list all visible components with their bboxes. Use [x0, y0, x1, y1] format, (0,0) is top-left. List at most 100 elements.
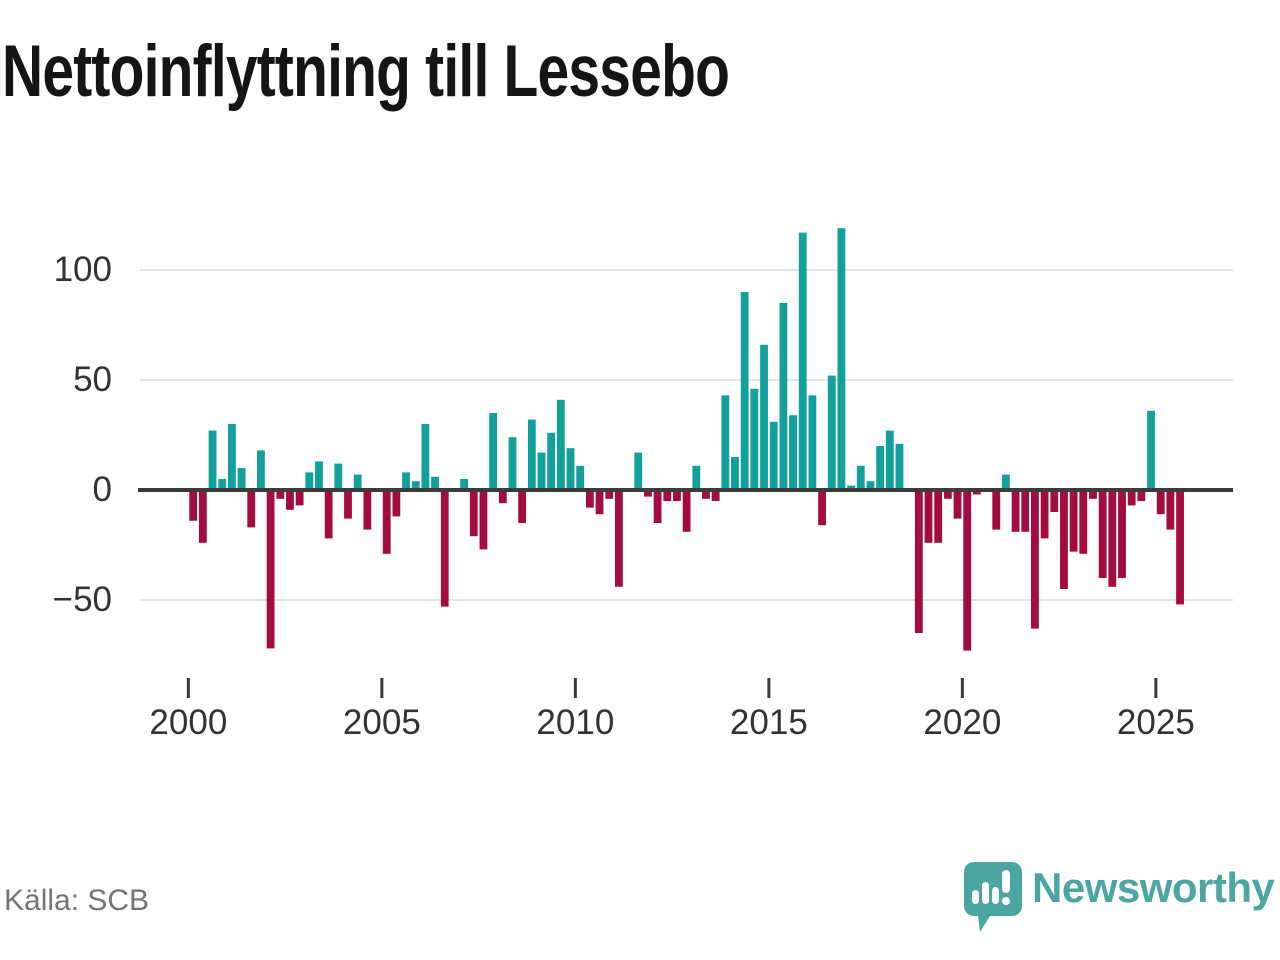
bar-2015-q1 [769, 421, 778, 490]
x-axis-tick-label-2005: 2005 [342, 703, 421, 742]
bar-2004-q3 [363, 490, 372, 530]
bar-2010-q2 [585, 490, 594, 508]
bar-2013-q4 [721, 395, 730, 490]
x-axis-tick-label-2020: 2020 [923, 703, 1002, 742]
chart-title: Nettoinflyttning till Lessebo [2, 31, 730, 112]
bar-2016-q3 [827, 375, 836, 490]
bar-2010-q1 [576, 465, 585, 490]
x-axis-tick-label-2010: 2010 [536, 703, 615, 742]
bar-2001-q1 [228, 424, 236, 490]
bar-2024-q3 [1137, 490, 1146, 501]
bar-2016-q2 [818, 490, 826, 526]
bar-2018-q4 [914, 490, 923, 633]
bar-2003-q3 [324, 490, 333, 539]
bar-2025-q2 [1166, 490, 1175, 530]
bar-2022-q2 [1050, 490, 1059, 512]
bar-2004-q2 [353, 474, 362, 490]
bar-2020-q1 [963, 490, 972, 651]
bar-2014-q3 [750, 388, 759, 490]
bar-2019-q1 [924, 490, 933, 543]
bar-2003-q4 [334, 463, 343, 490]
bar-2009-q3 [556, 399, 565, 490]
newsworthy-logo-icon [964, 862, 1022, 932]
bar-2016-q1 [808, 395, 817, 490]
bar-2021-q2 [1011, 490, 1020, 532]
bar-2001-q4 [257, 450, 265, 490]
bar-2007-q3 [479, 490, 488, 550]
bar-2022-q4 [1069, 490, 1078, 552]
x-axis-tick-label-2025: 2025 [1116, 703, 1195, 742]
bar-2005-q3 [402, 472, 410, 490]
bar-2020-q4 [992, 490, 1001, 530]
bar-2011-q1 [615, 490, 623, 587]
bar-2008-q1 [498, 490, 507, 504]
bar-2013-q3 [711, 490, 720, 501]
bar-2010-q4 [605, 490, 614, 499]
bar-2005-q1 [382, 490, 391, 554]
bar-2015-q3 [789, 415, 797, 490]
bar-2015-q4 [798, 232, 807, 490]
bar-2014-q4 [760, 344, 768, 490]
bar-2017-q2 [856, 465, 865, 490]
bar-2012-q1 [653, 490, 662, 523]
bar-2002-q1 [266, 490, 275, 649]
bar-2006-q3 [440, 490, 449, 607]
newsworthy-logo-text: Newsworthy [1032, 864, 1275, 911]
bar-2007-q4 [489, 413, 498, 490]
x-axis-tick-label-2000: 2000 [149, 703, 228, 742]
x-axis-tick-label-2015: 2015 [729, 703, 808, 742]
bar-2019-q3 [943, 490, 952, 499]
bar-2004-q1 [344, 490, 352, 519]
bar-2014-q1 [731, 457, 739, 490]
bar-2019-q4 [953, 490, 962, 519]
bar-2023-q1 [1079, 490, 1088, 554]
bar-2006-q1 [421, 424, 430, 490]
bar-2015-q2 [779, 303, 788, 490]
bar-2013-q1 [692, 465, 701, 490]
bar-2019-q2 [934, 490, 943, 543]
bar-2023-q3 [1098, 490, 1107, 578]
bar-2018-q2 [895, 443, 904, 490]
bar-2014-q2 [740, 292, 749, 490]
bar-2003-q2 [315, 461, 323, 490]
bar-2002-q4 [295, 490, 304, 506]
bar-2021-q1 [1002, 474, 1010, 490]
bar-2005-q2 [392, 490, 401, 517]
bar-2009-q4 [566, 448, 575, 490]
bar-2000-q4 [218, 479, 227, 490]
bar-2008-q2 [508, 437, 517, 490]
bar-2012-q2 [663, 490, 672, 501]
bar-2000-q1 [189, 490, 198, 521]
bar-2017-q1 [847, 485, 855, 490]
bar-2011-q3 [634, 452, 643, 490]
bar-2000-q2 [198, 490, 207, 543]
y-axis-tick-label-50: 50 [73, 360, 112, 399]
bar-2008-q3 [518, 490, 527, 523]
bar-2021-q3 [1021, 490, 1030, 532]
bar-2009-q2 [547, 432, 556, 490]
bar-2025-q1 [1156, 490, 1165, 515]
bar-2010-q3 [595, 490, 604, 515]
bar-2009-q1 [537, 452, 546, 490]
bar-2005-q4 [411, 481, 420, 490]
bar-2017-q3 [866, 481, 875, 490]
bar-2013-q2 [702, 490, 710, 499]
bar-2022-q1 [1040, 490, 1049, 539]
bar-2023-q2 [1089, 490, 1097, 499]
bar-2000-q3 [208, 430, 217, 490]
bar-2006-q2 [431, 476, 439, 490]
bar-2021-q4 [1031, 490, 1039, 629]
bar-2024-q1 [1118, 490, 1126, 578]
newsworthy-logo: Newsworthy [960, 858, 1280, 938]
bar-2012-q4 [682, 490, 691, 532]
bar-2003-q1 [305, 472, 314, 490]
bar-2023-q4 [1108, 490, 1117, 587]
bar-2024-q2 [1127, 490, 1136, 506]
source-label: Källa: SCB [4, 884, 150, 917]
bar-2020-q2 [972, 490, 981, 495]
bar-2012-q3 [673, 490, 681, 501]
bar-2007-q2 [469, 490, 478, 537]
bar-2001-q3 [247, 490, 256, 528]
